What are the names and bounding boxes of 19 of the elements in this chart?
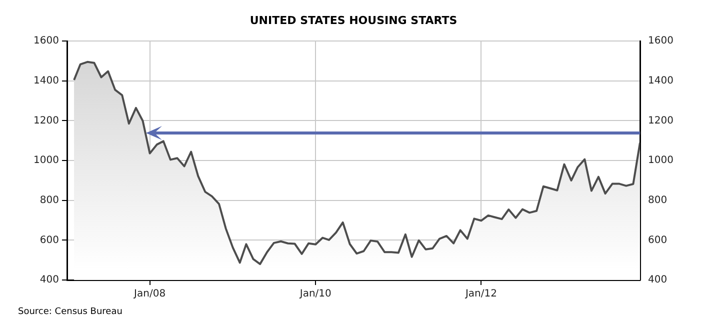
source-note: Source: Census Bureau xyxy=(18,307,122,317)
y2-tick-label: 1200 xyxy=(648,115,674,126)
y-tick-label: 1000 xyxy=(34,155,59,166)
y-tick-label: 1600 xyxy=(34,36,59,47)
y2-tick-label: 1600 xyxy=(648,36,674,47)
y2-tick-label: 600 xyxy=(648,234,668,246)
x-tick-label: Jan/10 xyxy=(298,288,332,300)
y-tick-label: 1200 xyxy=(34,115,59,126)
y2-tick-label: 800 xyxy=(648,194,668,206)
chart-title: UNITED STATES HOUSING STARTS xyxy=(250,14,458,27)
y-tick-label: 400 xyxy=(40,274,59,286)
y2-tick-label: 1400 xyxy=(648,75,674,86)
y-tick-label: 1400 xyxy=(34,75,59,86)
y2-tick-label: 400 xyxy=(648,274,668,286)
x-tick-label: Jan/12 xyxy=(464,288,497,300)
y-tick-label: 600 xyxy=(40,234,59,246)
y-tick-label: 800 xyxy=(40,194,59,206)
y2-tick-label: 1000 xyxy=(648,155,674,166)
x-tick-label: Jan/08 xyxy=(133,288,166,300)
